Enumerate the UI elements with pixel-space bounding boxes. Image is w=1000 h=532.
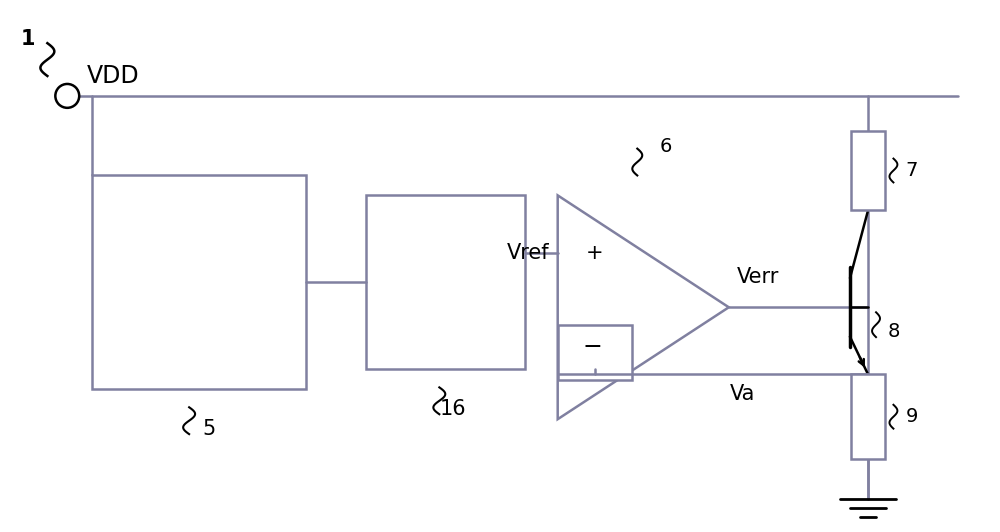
Text: 16: 16: [440, 400, 467, 419]
Text: −: −: [583, 335, 602, 359]
Bar: [558, 325, 632, 380]
Text: Verr: Verr: [737, 268, 779, 287]
Text: 5: 5: [202, 419, 216, 439]
Text: Va: Va: [730, 385, 755, 404]
Text: 8: 8: [888, 322, 900, 341]
Text: Vref: Vref: [507, 243, 550, 263]
Bar: [851, 375, 885, 459]
Bar: [851, 131, 885, 210]
Text: 9: 9: [905, 407, 918, 426]
Text: +: +: [586, 243, 603, 263]
Circle shape: [55, 84, 79, 108]
Text: 6: 6: [659, 137, 672, 155]
Bar: [366, 195, 525, 369]
Bar: [92, 176, 306, 389]
Text: 1: 1: [21, 29, 35, 49]
Text: VDD: VDD: [87, 64, 140, 88]
Text: 7: 7: [905, 161, 918, 180]
